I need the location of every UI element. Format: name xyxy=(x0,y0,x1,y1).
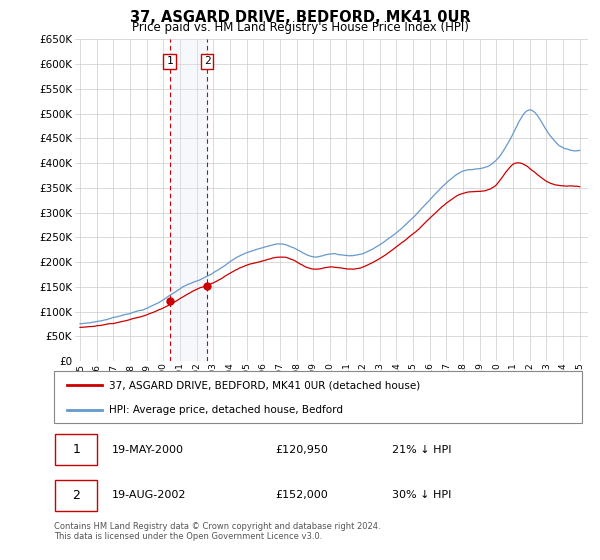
Bar xyxy=(170,39,207,361)
Text: 37, ASGARD DRIVE, BEDFORD, MK41 0UR (detached house): 37, ASGARD DRIVE, BEDFORD, MK41 0UR (det… xyxy=(109,380,421,390)
Text: £152,000: £152,000 xyxy=(276,490,329,500)
Text: 2: 2 xyxy=(72,489,80,502)
Text: 21% ↓ HPI: 21% ↓ HPI xyxy=(392,445,451,455)
Text: HPI: Average price, detached house, Bedford: HPI: Average price, detached house, Bedf… xyxy=(109,405,343,415)
Text: 30% ↓ HPI: 30% ↓ HPI xyxy=(392,490,451,500)
Text: £120,950: £120,950 xyxy=(276,445,329,455)
Text: 19-AUG-2002: 19-AUG-2002 xyxy=(112,490,187,500)
Text: Contains HM Land Registry data © Crown copyright and database right 2024.
This d: Contains HM Land Registry data © Crown c… xyxy=(54,522,380,542)
Text: 19-MAY-2000: 19-MAY-2000 xyxy=(112,445,184,455)
FancyBboxPatch shape xyxy=(55,434,97,465)
FancyBboxPatch shape xyxy=(54,371,582,423)
Text: 37, ASGARD DRIVE, BEDFORD, MK41 0UR: 37, ASGARD DRIVE, BEDFORD, MK41 0UR xyxy=(130,10,470,25)
Text: Price paid vs. HM Land Registry's House Price Index (HPI): Price paid vs. HM Land Registry's House … xyxy=(131,21,469,34)
Text: 1: 1 xyxy=(166,57,173,67)
Text: 2: 2 xyxy=(204,57,211,67)
Text: 1: 1 xyxy=(72,443,80,456)
FancyBboxPatch shape xyxy=(55,480,97,511)
